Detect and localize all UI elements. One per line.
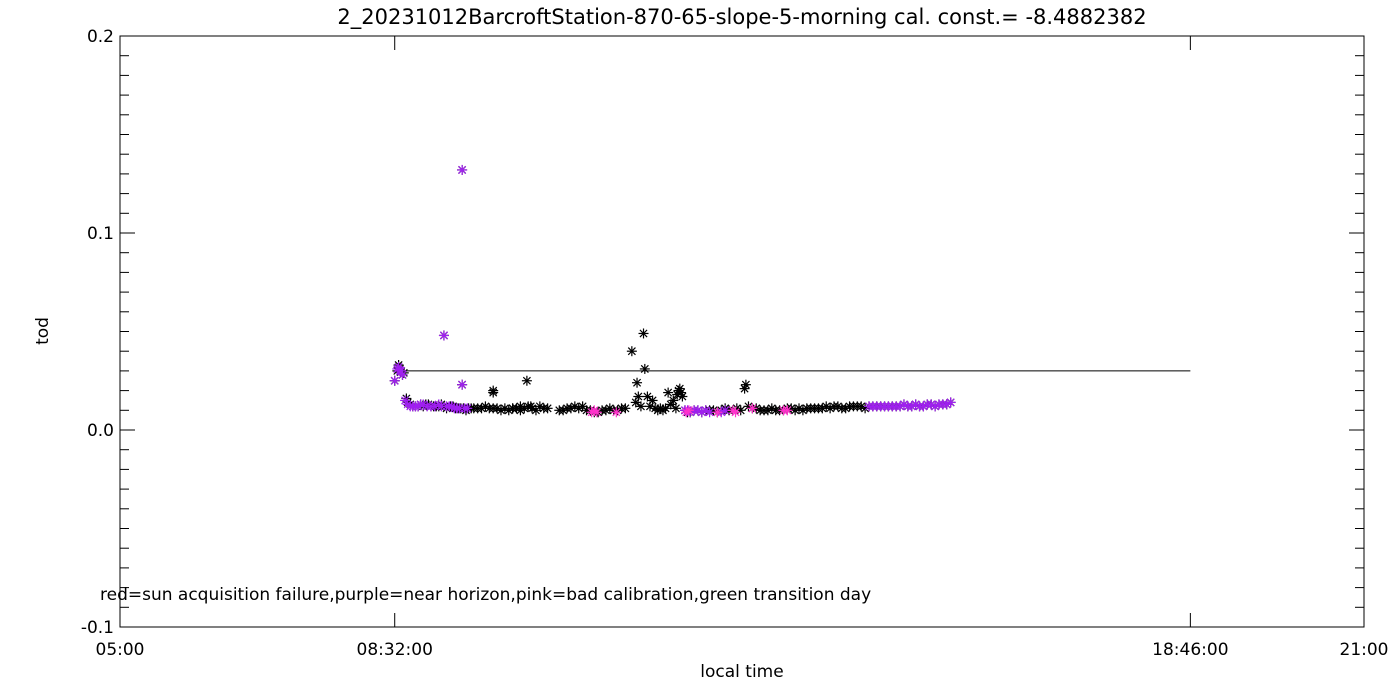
data-point	[670, 403, 681, 414]
data-point	[683, 405, 694, 416]
data-point	[782, 405, 793, 416]
data-point	[647, 395, 658, 406]
x-tick-label: 05:00	[96, 640, 145, 660]
data-point	[521, 375, 532, 386]
data-point	[660, 403, 671, 414]
data-point	[635, 401, 646, 412]
y-tick-label: 0.1	[87, 224, 114, 244]
data-point	[663, 387, 674, 398]
y-tick-label: 0.0	[87, 421, 114, 441]
data-point	[457, 379, 468, 390]
y-axis: -0.1 0.0 0.1 0.2	[81, 27, 1364, 638]
color-legend-note: red=sun acquisition failure,purple=near …	[100, 585, 871, 605]
data-point	[740, 379, 751, 390]
data-point	[668, 395, 679, 406]
data-point	[620, 403, 631, 414]
y-axis-label: tod	[33, 317, 53, 345]
data-point	[591, 407, 602, 418]
data-point	[945, 397, 956, 408]
data-point	[542, 403, 553, 414]
data-point	[638, 328, 649, 339]
data-point	[462, 403, 473, 414]
data-point	[730, 407, 741, 418]
data-point	[438, 330, 449, 341]
data-point	[457, 164, 468, 175]
y-tick-label: -0.1	[81, 618, 114, 638]
data-point	[747, 403, 758, 414]
data-point	[507, 403, 518, 414]
data-point	[515, 401, 526, 412]
x-tick-label: 18:46:00	[1152, 640, 1228, 660]
x-axis: 05:00 08:32:00 18:46:00 21:00	[96, 36, 1389, 660]
x-tick-label: 08:32:00	[357, 640, 433, 660]
data-point	[389, 375, 400, 386]
data-point	[488, 387, 499, 398]
data-point	[642, 391, 653, 402]
data-point	[926, 399, 937, 410]
data-point	[639, 363, 650, 374]
y-tick-label: 0.2	[87, 27, 114, 47]
data-point	[632, 377, 643, 388]
x-tick-label: 21:00	[1340, 640, 1389, 660]
data-point	[677, 391, 688, 402]
data-points	[389, 164, 956, 418]
chart-title: 2_20231012BarcroftStation-870-65-slope-5…	[337, 5, 1146, 30]
data-point	[397, 369, 408, 380]
data-point	[611, 407, 622, 418]
data-point	[712, 407, 723, 418]
data-point	[626, 346, 637, 357]
data-point	[633, 391, 644, 402]
plot-frame	[119, 35, 1365, 628]
data-point	[525, 401, 536, 412]
x-axis-label: local time	[700, 662, 783, 682]
